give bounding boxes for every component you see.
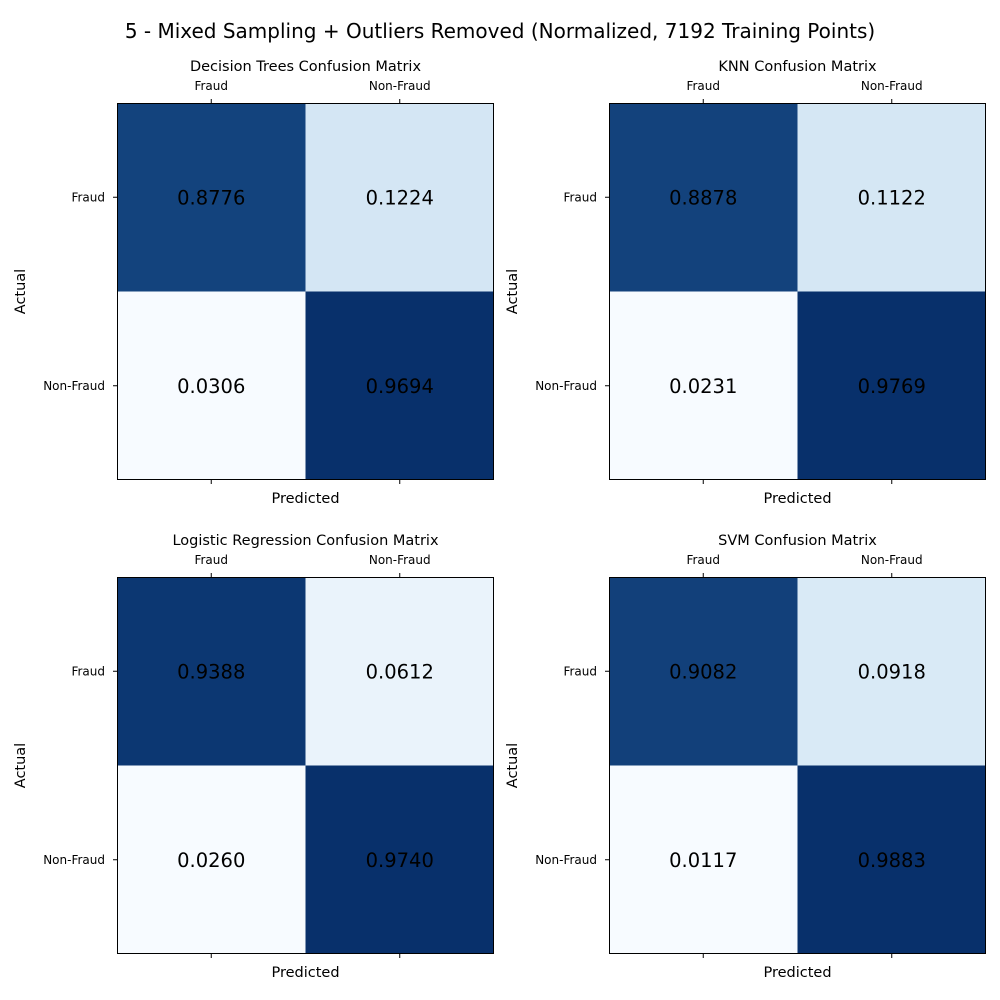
x-tick-label: Non-Fraud	[369, 79, 431, 93]
cell-value-label: 0.9694	[366, 375, 434, 398]
heatmap-cell	[305, 291, 494, 480]
y-tick-label: Fraud	[563, 190, 597, 204]
figure-suptitle: 5 - Mixed Sampling + Outliers Removed (N…	[125, 19, 875, 43]
y-axis-label: Actual	[13, 743, 29, 788]
cell-value-label: 0.9082	[669, 660, 737, 683]
heatmap-cell	[117, 765, 306, 954]
y-axis-label: Actual	[13, 269, 29, 314]
y-tick-label: Fraud	[71, 664, 105, 678]
x-axis-label: Predicted	[271, 965, 339, 981]
x-axis-label: Predicted	[763, 491, 831, 507]
panel-decision-trees: Decision Trees Confusion Matrix 0.8776 0.1…	[13, 59, 494, 507]
panel-svm: SVM Confusion Matrix 0.9082 0.0918 0.0117 0.…	[505, 533, 986, 981]
heatmap-cell	[305, 765, 494, 954]
axes-frame	[609, 577, 986, 954]
axes-frame	[609, 103, 986, 480]
y-tick-label: Non-Fraud	[535, 379, 597, 393]
x-tick-label: Fraud	[194, 79, 228, 93]
panel-title: SVM Confusion Matrix	[718, 533, 877, 549]
heatmap-cell	[609, 577, 798, 766]
heatmap-cell	[609, 291, 798, 480]
cell-value-label: 0.8776	[177, 186, 245, 209]
panel-title: KNN Confusion Matrix	[718, 59, 877, 75]
heatmap-cell	[797, 765, 986, 954]
cell-value-label: 0.1224	[366, 186, 434, 209]
cell-value-label: 0.0306	[177, 375, 245, 398]
axes-frame	[117, 103, 494, 480]
y-axis-label: Actual	[505, 743, 521, 788]
heatmap-cell	[609, 765, 798, 954]
heatmap-cell	[609, 103, 798, 292]
heatmap-cell	[797, 291, 986, 480]
x-tick-label: Fraud	[686, 79, 720, 93]
panel-logistic-regression: Logistic Regression Confusion Matrix 0.93…	[13, 533, 494, 981]
cell-value-label: 0.0231	[669, 375, 737, 398]
y-tick-label: Non-Fraud	[43, 379, 105, 393]
x-tick-label: Non-Fraud	[861, 79, 923, 93]
heatmap-cell	[117, 577, 306, 766]
cell-value-label: 0.0612	[366, 660, 434, 683]
panel-title: Decision Trees Confusion Matrix	[190, 59, 422, 75]
x-tick-label: Fraud	[686, 553, 720, 567]
cell-value-label: 0.9740	[366, 849, 434, 872]
cell-value-label: 0.0918	[858, 660, 926, 683]
panel-title: Logistic Regression Confusion Matrix	[172, 533, 439, 549]
x-tick-label: Non-Fraud	[861, 553, 923, 567]
x-tick-label: Fraud	[194, 553, 228, 567]
y-tick-label: Fraud	[563, 664, 597, 678]
cell-value-label: 0.0117	[669, 849, 737, 872]
y-tick-label: Non-Fraud	[43, 853, 105, 867]
y-tick-label: Non-Fraud	[535, 853, 597, 867]
heatmap-cell	[797, 577, 986, 766]
y-axis-label: Actual	[505, 269, 521, 314]
cell-value-label: 0.0260	[177, 849, 245, 872]
cell-value-label: 0.1122	[858, 186, 926, 209]
x-tick-label: Non-Fraud	[369, 553, 431, 567]
y-tick-label: Fraud	[71, 190, 105, 204]
x-axis-label: Predicted	[271, 491, 339, 507]
panel-knn: KNN Confusion Matrix 0.8878 0.1122 0.0231 0.…	[505, 59, 986, 507]
axes-frame	[117, 577, 494, 954]
heatmap-cell	[117, 103, 306, 292]
cell-value-label: 0.9769	[858, 375, 926, 398]
heatmap-cell	[305, 103, 494, 292]
cell-value-label: 0.8878	[669, 186, 737, 209]
x-axis-label: Predicted	[763, 965, 831, 981]
heatmap-cell	[305, 577, 494, 766]
cell-value-label: 0.9388	[177, 660, 245, 683]
heatmap-cell	[797, 103, 986, 292]
heatmap-cell	[117, 291, 306, 480]
cell-value-label: 0.9883	[858, 849, 926, 872]
